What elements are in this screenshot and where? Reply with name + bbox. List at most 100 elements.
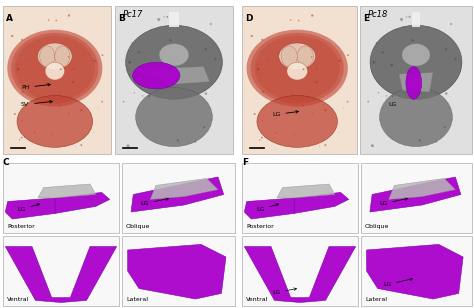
Ellipse shape (251, 33, 344, 103)
Ellipse shape (257, 68, 259, 70)
Ellipse shape (262, 91, 264, 93)
Text: Lateral: Lateral (126, 297, 148, 302)
Ellipse shape (406, 67, 421, 99)
Ellipse shape (35, 118, 36, 119)
Text: E: E (363, 14, 369, 23)
Text: LG: LG (379, 198, 408, 206)
Ellipse shape (370, 25, 462, 99)
Bar (122, 236, 235, 306)
Polygon shape (389, 178, 456, 199)
Polygon shape (5, 246, 117, 302)
Polygon shape (244, 246, 356, 302)
Ellipse shape (167, 80, 169, 81)
Ellipse shape (210, 23, 212, 25)
Polygon shape (277, 184, 335, 198)
Ellipse shape (21, 39, 23, 41)
Ellipse shape (203, 126, 205, 128)
Text: D: D (245, 14, 253, 23)
Ellipse shape (64, 67, 65, 68)
Text: Lateral: Lateral (365, 297, 387, 302)
Ellipse shape (128, 61, 131, 63)
Ellipse shape (40, 46, 55, 67)
Ellipse shape (347, 101, 348, 103)
Ellipse shape (254, 113, 255, 115)
Bar (242, 163, 358, 233)
Ellipse shape (257, 95, 337, 147)
Bar (3, 6, 111, 154)
Ellipse shape (266, 59, 268, 60)
Text: Oblique: Oblique (126, 224, 150, 229)
Ellipse shape (379, 81, 380, 83)
Polygon shape (5, 198, 55, 219)
Ellipse shape (34, 132, 36, 133)
Ellipse shape (287, 62, 308, 80)
Ellipse shape (281, 46, 297, 67)
Polygon shape (370, 177, 461, 212)
Ellipse shape (18, 68, 19, 70)
Ellipse shape (385, 95, 387, 97)
Ellipse shape (75, 146, 76, 147)
Ellipse shape (26, 59, 27, 60)
Ellipse shape (127, 144, 129, 147)
Ellipse shape (65, 133, 66, 134)
Ellipse shape (126, 25, 222, 99)
Ellipse shape (72, 81, 74, 83)
Ellipse shape (37, 43, 72, 70)
Ellipse shape (93, 60, 96, 62)
Text: LG: LG (388, 102, 396, 107)
Ellipse shape (177, 140, 179, 141)
Ellipse shape (402, 44, 430, 66)
Ellipse shape (68, 14, 70, 17)
Ellipse shape (164, 16, 165, 18)
Ellipse shape (264, 136, 265, 138)
Ellipse shape (392, 95, 393, 97)
Ellipse shape (73, 68, 74, 70)
Bar (122, 163, 235, 233)
Polygon shape (294, 192, 349, 213)
Ellipse shape (51, 134, 53, 135)
Ellipse shape (347, 54, 349, 56)
Bar (361, 163, 472, 233)
Ellipse shape (409, 16, 410, 18)
Ellipse shape (318, 41, 319, 42)
Polygon shape (366, 245, 463, 299)
Ellipse shape (445, 48, 447, 50)
Ellipse shape (415, 68, 417, 69)
Polygon shape (399, 73, 433, 92)
Ellipse shape (324, 144, 327, 146)
Ellipse shape (307, 67, 308, 68)
Ellipse shape (15, 36, 95, 100)
Ellipse shape (138, 51, 140, 53)
Ellipse shape (7, 30, 102, 107)
Ellipse shape (261, 39, 264, 41)
Ellipse shape (324, 109, 327, 111)
Ellipse shape (205, 92, 207, 95)
Bar (242, 6, 357, 154)
Ellipse shape (367, 101, 369, 103)
Ellipse shape (101, 101, 103, 103)
Text: F: F (242, 158, 248, 167)
Ellipse shape (408, 70, 410, 73)
Text: PH: PH (21, 83, 50, 90)
Ellipse shape (21, 137, 23, 139)
Ellipse shape (246, 30, 348, 107)
Ellipse shape (444, 126, 446, 128)
Ellipse shape (17, 68, 19, 71)
Text: Ventral: Ventral (7, 297, 29, 302)
Bar (361, 236, 472, 306)
Ellipse shape (101, 54, 103, 56)
Ellipse shape (297, 46, 313, 67)
Ellipse shape (17, 95, 92, 147)
Ellipse shape (375, 42, 377, 43)
Ellipse shape (60, 105, 61, 106)
Text: Pc18: Pc18 (368, 10, 388, 19)
Ellipse shape (194, 141, 196, 143)
Ellipse shape (68, 113, 70, 114)
Ellipse shape (406, 16, 407, 18)
Ellipse shape (380, 87, 452, 147)
Ellipse shape (277, 30, 278, 31)
Ellipse shape (11, 35, 13, 37)
Polygon shape (131, 177, 224, 212)
Ellipse shape (413, 80, 415, 82)
Ellipse shape (312, 113, 313, 114)
